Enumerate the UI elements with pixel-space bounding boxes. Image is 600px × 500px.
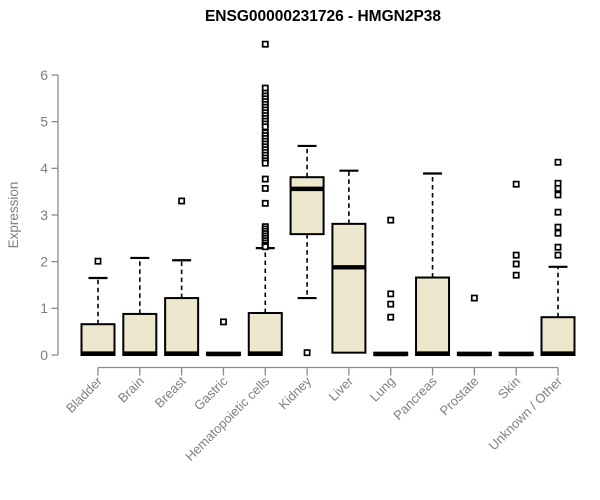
x-tick-label: Bladder xyxy=(63,373,106,416)
outlier-point xyxy=(512,271,520,279)
y-tick-label: 0 xyxy=(40,347,48,363)
outlier-point xyxy=(387,300,395,308)
box xyxy=(122,312,158,356)
x-tick-label: Lung xyxy=(367,374,398,405)
box xyxy=(164,297,200,357)
box xyxy=(331,222,367,354)
y-tick-label: 6 xyxy=(40,67,48,83)
chart-title: ENSG00000231726 - HMGN2P38 xyxy=(204,8,442,25)
box xyxy=(415,276,451,356)
outlier-point xyxy=(387,290,395,298)
y-tick-label: 4 xyxy=(40,160,48,176)
outlier-point xyxy=(554,251,562,259)
outlier-point xyxy=(261,199,269,207)
x-tick-label: Kidney xyxy=(275,373,314,412)
outlier-point xyxy=(261,243,269,251)
outlier-point xyxy=(261,159,269,167)
outlier-point xyxy=(261,175,269,183)
outlier-point xyxy=(261,40,269,48)
x-tick-label: Breast xyxy=(152,373,189,410)
outlier-point xyxy=(94,257,102,265)
box xyxy=(540,316,576,357)
x-tick-label: Unknown / Other xyxy=(486,373,566,453)
outlier-point xyxy=(387,313,395,321)
outlier-point xyxy=(220,318,227,326)
outlier-point xyxy=(470,294,478,302)
box xyxy=(289,176,325,236)
outlier-point xyxy=(512,260,520,268)
box xyxy=(80,323,116,357)
outlier-point xyxy=(554,208,562,216)
outlier-point xyxy=(261,184,269,192)
outlier-point xyxy=(554,229,562,237)
outlier-point xyxy=(554,243,562,251)
outlier-point xyxy=(512,251,520,259)
outlier-point xyxy=(554,223,562,231)
y-tick-label: 5 xyxy=(40,113,48,129)
outlier-point xyxy=(261,123,269,131)
x-tick-label: Skin xyxy=(495,374,523,402)
y-tick-label: 1 xyxy=(40,300,48,316)
outlier-point xyxy=(178,197,186,205)
x-tick-label: Prostate xyxy=(437,374,482,419)
outlier-point xyxy=(303,349,311,357)
outlier-point xyxy=(512,180,520,188)
x-tick-label: Pancreas xyxy=(390,373,440,423)
x-tick-label: Brain xyxy=(115,374,147,406)
x-tick-label: Gastric xyxy=(191,373,231,413)
outlier-point xyxy=(554,191,562,199)
x-tick-label: Liver xyxy=(325,373,356,404)
y-tick-label: 2 xyxy=(40,253,48,269)
y-tick-label: 3 xyxy=(40,207,48,223)
outlier-point xyxy=(554,184,562,192)
outlier-point xyxy=(387,216,395,224)
box xyxy=(247,312,283,356)
outlier-point xyxy=(554,158,562,166)
